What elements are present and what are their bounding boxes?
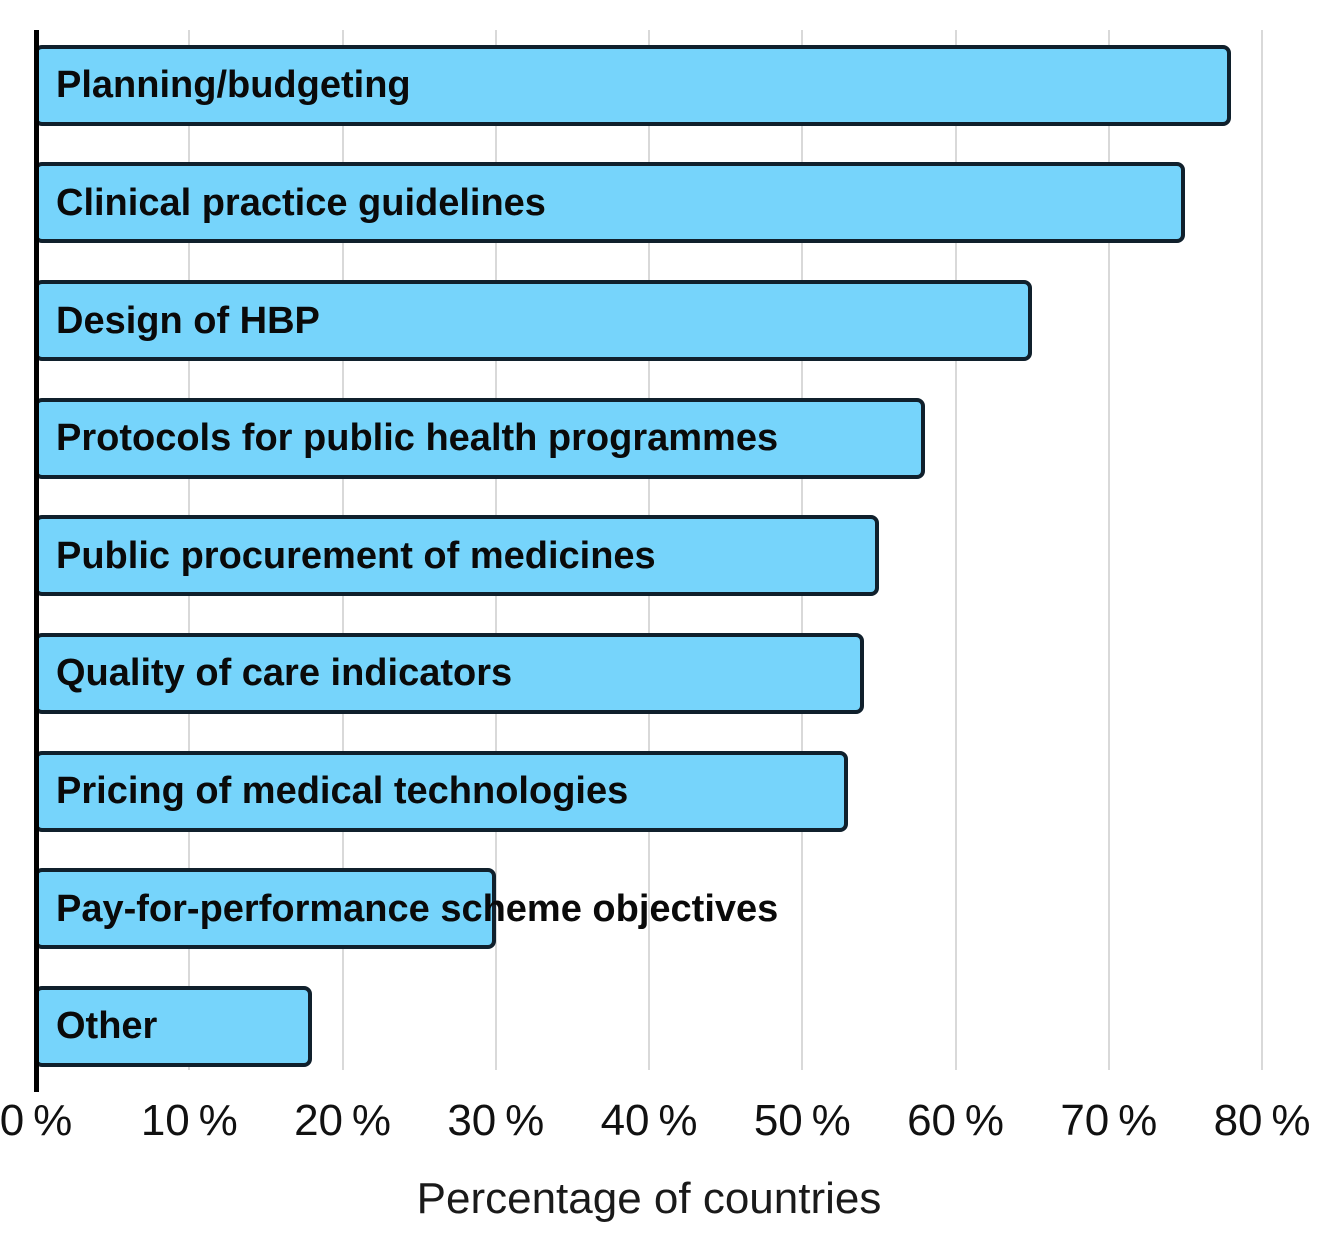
bar-label: Other	[56, 1005, 158, 1048]
bar-label: Quality of care indicators	[56, 652, 513, 695]
bar: Design of HBP	[34, 280, 1033, 361]
x-axis-title: Percentage of countries	[416, 1174, 882, 1223]
bar-label: Pricing of medical technologies	[56, 770, 629, 813]
gridline-80	[1261, 30, 1263, 1070]
bar: Pay-for-performance scheme objectives	[34, 868, 778, 950]
bar-label: Planning/budgeting	[56, 64, 411, 107]
bar-label: Protocols for public health programmes	[56, 417, 779, 460]
y-axis-line	[34, 30, 39, 1070]
bar: Pricing of medical technologies	[34, 750, 849, 832]
x-tick-label: 60 %	[907, 1096, 1004, 1145]
gridline-70	[1107, 30, 1110, 1070]
bar-label: Pay-for-performance scheme objectives	[56, 887, 779, 930]
bar: Clinical practice guidelines	[34, 162, 1186, 244]
bar-label: Public procurement of medicines	[56, 534, 656, 577]
x-tick-label: 20 %	[294, 1096, 391, 1145]
bar: Other	[34, 985, 312, 1067]
x-tick-label: 10 %	[140, 1096, 238, 1145]
bar-label: Design of HBP	[56, 299, 320, 342]
x-tick-label: 70 %	[1060, 1096, 1158, 1145]
bar: Protocols for public health programmes	[34, 397, 925, 479]
x-tick-label: 40 %	[600, 1096, 698, 1145]
x-tick-label: 30 %	[447, 1096, 545, 1145]
bar: Planning/budgeting	[34, 44, 1232, 126]
x-axis-zero-tick	[34, 1070, 39, 1092]
x-tick-label: 80 %	[1213, 1096, 1311, 1145]
bar: Quality of care indicators	[34, 632, 864, 714]
bar: Public procurement of medicines	[34, 515, 879, 597]
x-tick-label: 0 %	[0, 1096, 73, 1145]
gridline-60	[954, 30, 957, 1070]
bar-label: Clinical practice guidelines	[56, 181, 546, 224]
x-tick-label: 50 %	[753, 1096, 851, 1145]
